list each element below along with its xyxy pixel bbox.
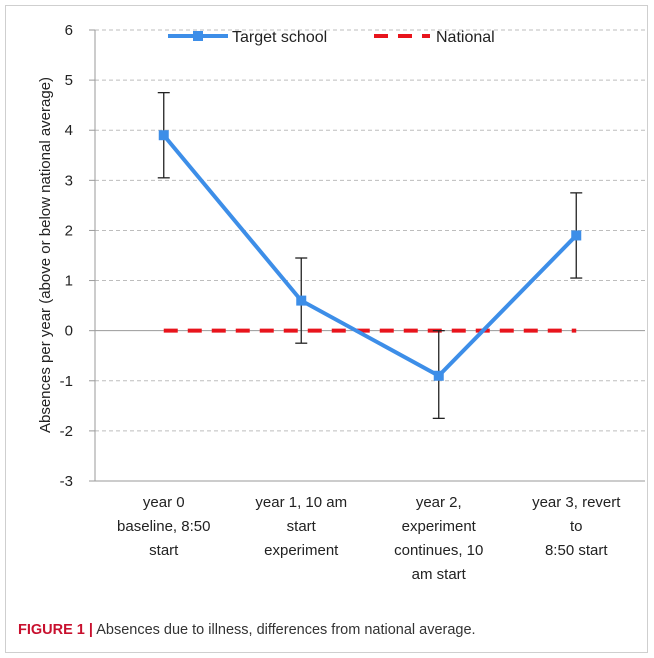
y-tick-label: 0 (65, 323, 73, 340)
y-tick-label: 1 (65, 273, 73, 290)
axes (89, 29, 645, 482)
gridlines (95, 29, 645, 432)
y-tick-label: 2 (65, 222, 73, 239)
x-category-label-line: 8:50 start (545, 542, 608, 559)
y-axis-label: Absences per year (above or below nation… (37, 77, 54, 433)
target-school-point (158, 130, 169, 141)
y-tick-label: 5 (65, 72, 73, 89)
x-category-label-line: continues, 10 (394, 542, 483, 559)
x-category-label-line: year 2, (416, 494, 462, 511)
target-school-point (571, 230, 582, 241)
legend-label-national: National (436, 29, 495, 46)
legend-label-target-school: Target school (232, 29, 327, 46)
figure-caption: FIGURE 1 | Absences due to illness, diff… (18, 622, 638, 638)
x-category-label-line: start (149, 542, 179, 559)
x-category-label-line: experiment (264, 542, 339, 559)
target-school-point (296, 295, 307, 306)
x-category-label: year 2, experiment continues, 10 am start (394, 494, 483, 583)
x-category-label: year 1, 10 am start experiment (255, 494, 347, 559)
y-tick-label: 6 (65, 22, 73, 39)
x-category-label-line: experiment (402, 518, 477, 535)
y-tick-label: -3 (60, 473, 73, 490)
series-target-school (157, 91, 583, 420)
caption-label: FIGURE 1 | (18, 622, 93, 638)
x-category-label-line: year 3, revert (532, 494, 621, 511)
y-tick-label: 4 (65, 122, 73, 139)
y-tick-label: -2 (60, 423, 73, 440)
y-tick-label: -1 (60, 373, 73, 390)
x-category-label-line: am start (412, 566, 467, 583)
legend-marker-target-school (193, 31, 203, 41)
legend: Target school National (168, 29, 495, 46)
x-category-label-line: year 0 (143, 494, 185, 511)
x-category-label: year 3, revert to 8:50 start (532, 494, 621, 559)
x-category-label-line: to (570, 518, 583, 535)
y-tick-label: 3 (65, 172, 73, 189)
x-category-label-line: year 1, 10 am (255, 494, 347, 511)
target-school-point (433, 370, 444, 381)
caption-text: Absences due to illness, differences fro… (96, 622, 476, 638)
x-category-labels: year 0 baseline, 8:50 start year 1, 10 am st… (117, 494, 621, 583)
figure-frame (5, 5, 648, 653)
x-category-label-line: start (287, 518, 317, 535)
x-category-label-line: baseline, 8:50 (117, 518, 210, 535)
y-tick-labels: -3 -2 -1 0 1 2 3 4 5 6 (60, 22, 73, 490)
target-school-line (162, 133, 578, 379)
x-category-label: year 0 baseline, 8:50 start (117, 494, 210, 559)
